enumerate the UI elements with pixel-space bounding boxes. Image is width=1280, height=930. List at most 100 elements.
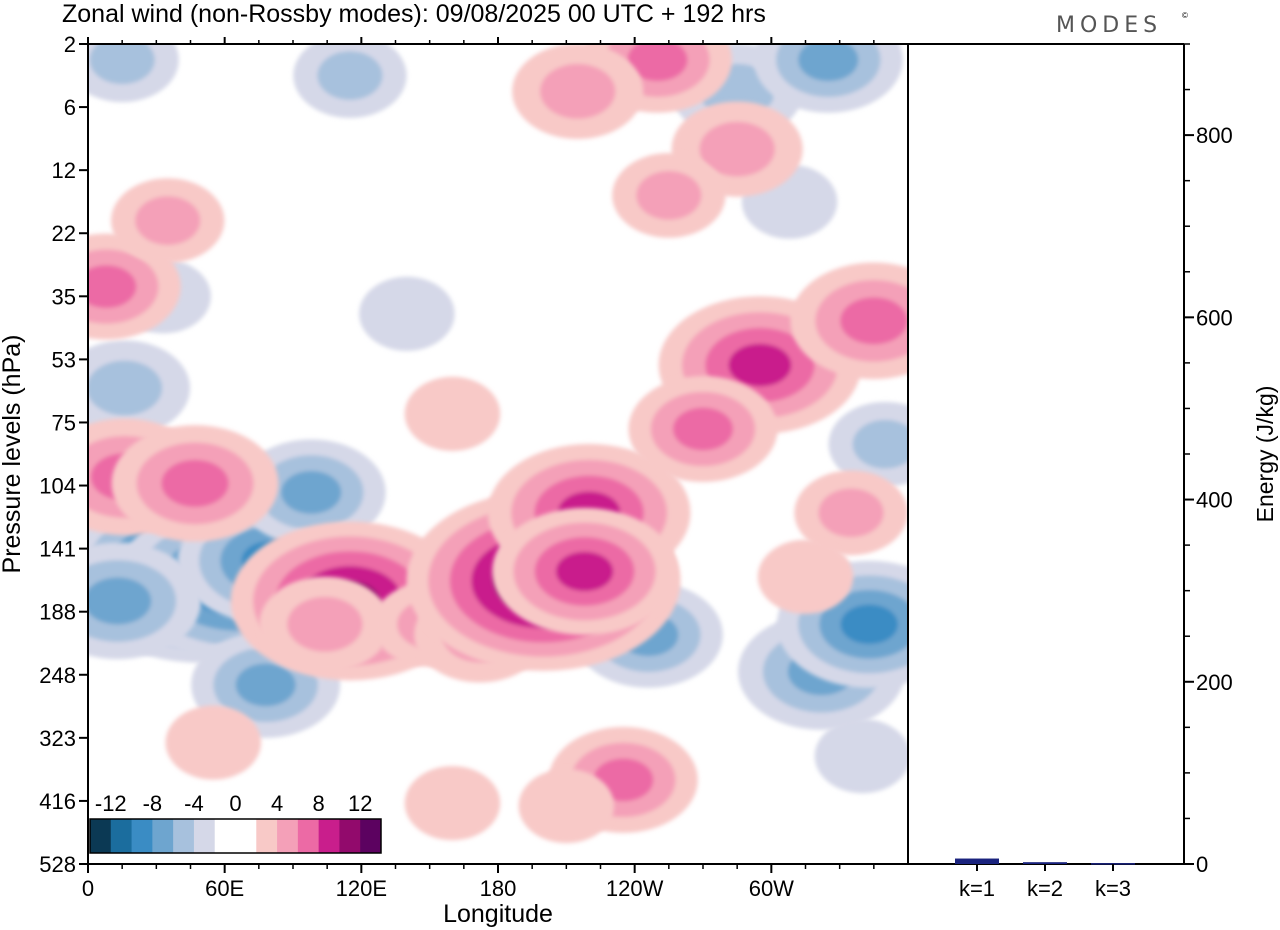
x-tick-label: 180 [480, 876, 517, 901]
y-tick-label: 53 [52, 347, 76, 372]
energy-axis-label: Energy (J/kg) [1252, 386, 1278, 523]
heatmap-contour [135, 196, 201, 245]
heatmap-feature [165, 705, 262, 780]
heatmap-contour [165, 705, 262, 780]
heatmap-feature [790, 262, 908, 380]
heatmap-contour [235, 663, 296, 707]
heatmap-contour [555, 551, 614, 592]
chart-title: Zonal wind (non-Rossby modes): 09/08/202… [62, 0, 766, 28]
heatmap-feature [404, 376, 501, 451]
heatmap-contour [798, 44, 859, 82]
y-tick-label: 188 [39, 600, 76, 625]
x-tick-label: 0 [82, 876, 94, 901]
heatmap-feature [404, 766, 501, 841]
heatmap-contour [161, 459, 229, 507]
heatmap-feature [814, 719, 908, 794]
heatmap-contour [317, 51, 383, 100]
energy-bar [1091, 863, 1135, 865]
heatmap-contour [88, 360, 163, 416]
heatmap-contour [757, 539, 854, 614]
energy-tick-label: 600 [1196, 305, 1233, 330]
colorbar-swatch [193, 819, 216, 853]
heatmap-contour [636, 171, 702, 220]
colorbar-swatch [256, 819, 278, 853]
colorbar-frame [89, 818, 382, 854]
y-axis-label: Pressure levels (hPa) [0, 335, 26, 574]
colorbar-swatch [173, 819, 195, 853]
heatmap-feature [518, 768, 615, 844]
y-tick-label: 323 [39, 726, 76, 751]
x-tick-label: 60W [749, 876, 794, 901]
heatmap-contour [88, 577, 152, 625]
colorbar-label: -8 [143, 791, 163, 816]
y-tick-label: 416 [39, 789, 76, 814]
colorbar-swatch [339, 819, 361, 853]
energy-bars: k=1 k=2 k=3 [955, 858, 1135, 901]
heatmap-feature [111, 178, 225, 264]
y-tick-label: 141 [39, 537, 76, 562]
x-tick-label: 120W [606, 876, 664, 901]
colorbar-swatch [90, 819, 112, 853]
y-tick-label: 75 [52, 410, 76, 435]
colorbar-swatch [360, 819, 382, 853]
energy-tick-label: 800 [1196, 123, 1233, 148]
heatmap-contour [699, 121, 775, 177]
heatmap-feature [111, 425, 279, 542]
heatmap-contour [672, 407, 734, 451]
heatmap-feature [88, 542, 202, 660]
colorbar-swatch [131, 819, 153, 853]
heatmap-feature [88, 44, 179, 103]
heatmap-contour [728, 343, 792, 387]
brand-copyright-mark: © [1182, 11, 1188, 20]
colorbar-swatch [235, 819, 257, 853]
heatmap-fields [88, 44, 908, 844]
heatmap-contour [281, 471, 342, 514]
brand-logo: MODES [1056, 13, 1162, 38]
colorbar-swatch [152, 819, 174, 853]
colorbar-label: -4 [184, 791, 204, 816]
heatmap-contour [287, 596, 363, 652]
energy-category-label: k=2 [1027, 876, 1063, 901]
heatmap-feature [828, 401, 908, 487]
heatmap-contour [518, 768, 615, 844]
heatmap-axes: 0 60E 120E 180 120W 60W 2 6 12 22 35 53 75 104 141 188 2… [39, 32, 875, 901]
heatmap-contour [89, 44, 155, 85]
heatmap-feature [359, 276, 455, 351]
heatmap-contour [627, 44, 688, 82]
heatmap-feature [293, 44, 407, 118]
y-tick-label: 104 [39, 474, 76, 499]
y-tick-label: 2 [64, 32, 76, 57]
colorbar-label: 0 [229, 791, 241, 816]
x-tick-label: 60E [205, 876, 244, 901]
heatmap-feature [794, 470, 908, 556]
heatmap-contour [840, 604, 898, 645]
y-tick-label: 6 [64, 95, 76, 120]
y-tick-label: 528 [39, 852, 76, 877]
colorbar-swatch [214, 819, 236, 853]
y-tick-label: 35 [52, 284, 76, 309]
heatmap-feature [259, 576, 391, 672]
heatmap-contour [404, 376, 501, 451]
heatmap-feature [757, 539, 854, 614]
colorbar: -12 -8 -4 0 4 8 12 [89, 791, 382, 854]
colorbar-swatch [318, 819, 340, 853]
heatmap-feature [612, 152, 726, 238]
y-tick-label: 12 [52, 158, 76, 183]
heatmap-feature [492, 507, 677, 636]
heatmap-contour [540, 63, 616, 119]
colorbar-label: 4 [271, 791, 283, 816]
heatmap-contour [840, 297, 908, 345]
colorbar-swatch [277, 819, 299, 853]
heatmap-contour [818, 488, 884, 538]
energy-bar [955, 858, 999, 864]
colorbar-label: 8 [313, 791, 325, 816]
energy-tick-label: 200 [1196, 670, 1233, 695]
x-axis-label: Longitude [443, 900, 553, 928]
y-tick-label: 22 [52, 221, 76, 246]
heatmap-contour [88, 265, 137, 308]
energy-tick-label: 0 [1196, 852, 1208, 877]
energy-tick-label: 400 [1196, 488, 1233, 513]
heatmap-feature [88, 340, 191, 436]
heatmap-contour [359, 276, 455, 351]
